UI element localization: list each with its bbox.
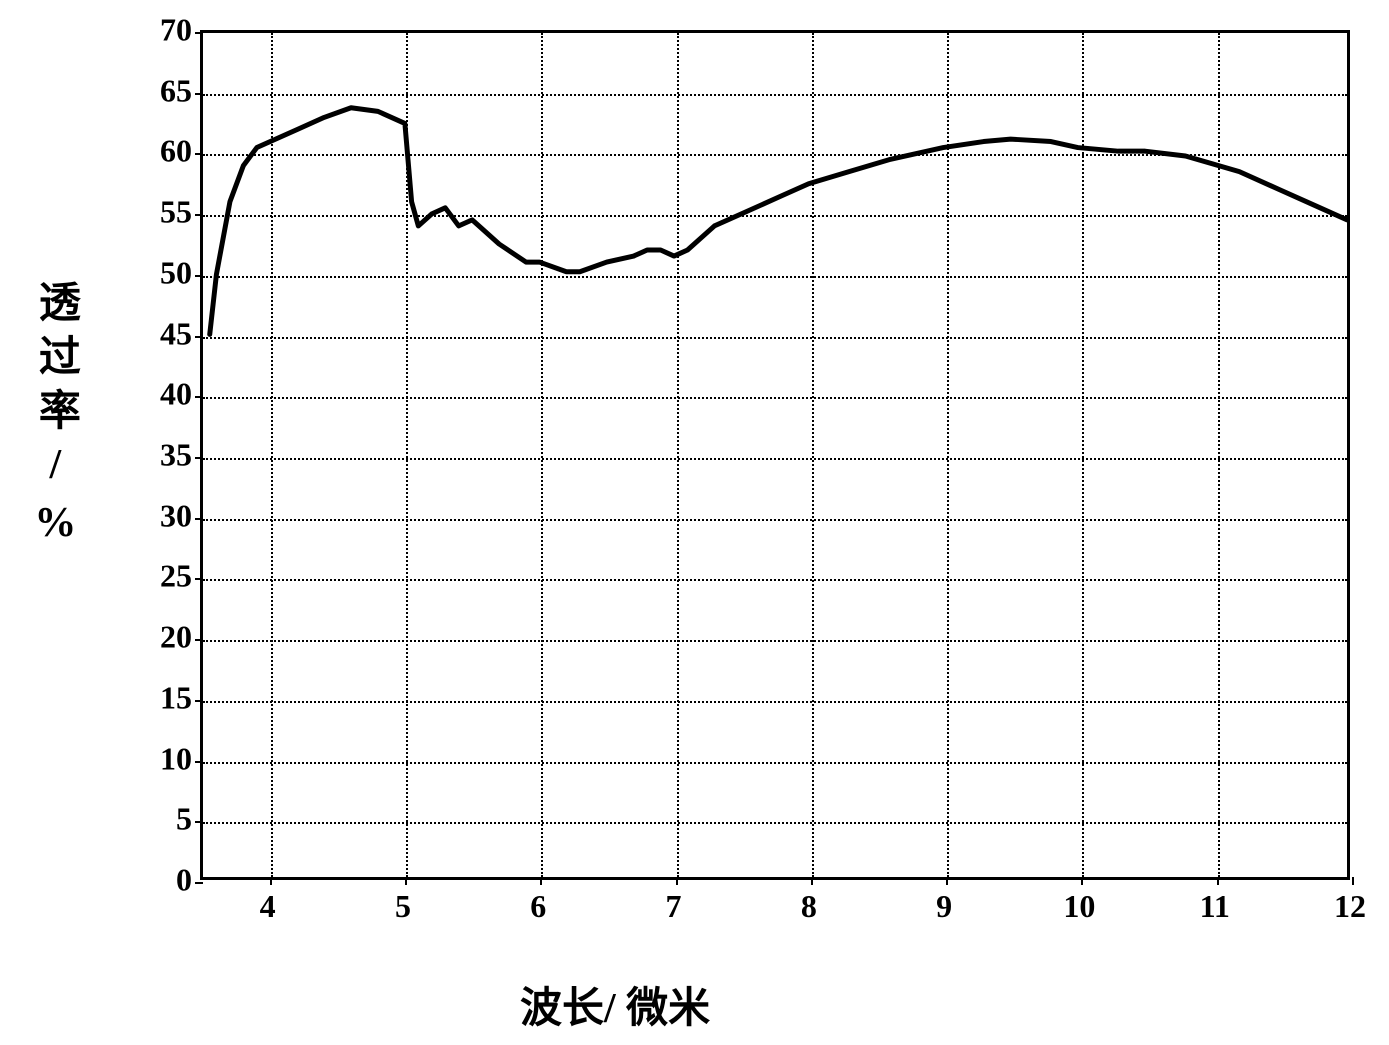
y-tick-mark (195, 700, 203, 702)
grid-line-h (203, 579, 1347, 581)
grid-line-h (203, 397, 1347, 399)
grid-line-h (203, 458, 1347, 460)
y-tick-mark (195, 214, 203, 216)
y-tick-label: 55 (142, 194, 192, 231)
x-tick-label: 8 (779, 888, 839, 925)
y-tick-mark (195, 882, 203, 884)
y-tick-label: 65 (142, 72, 192, 109)
y-tick-mark (195, 761, 203, 763)
y-tick-label: 5 (142, 801, 192, 838)
grid-line-h (203, 215, 1347, 217)
data-line-svg (203, 33, 1347, 877)
x-tick-label: 9 (914, 888, 974, 925)
y-tick-label: 10 (142, 740, 192, 777)
y-tick-label: 30 (142, 497, 192, 534)
y-tick-mark (195, 93, 203, 95)
grid-line-h (203, 94, 1347, 96)
x-tick-mark (1081, 877, 1083, 885)
y-tick-label: 45 (142, 315, 192, 352)
grid-line-h (203, 822, 1347, 824)
x-tick-label: 10 (1049, 888, 1109, 925)
x-tick-mark (676, 877, 678, 885)
grid-line-v (812, 33, 814, 877)
y-tick-mark (195, 457, 203, 459)
y-tick-mark (195, 396, 203, 398)
data-polyline (210, 108, 1347, 335)
x-tick-mark (1352, 877, 1354, 885)
y-tick-label: 0 (142, 862, 192, 899)
grid-line-h (203, 519, 1347, 521)
x-tick-mark (540, 877, 542, 885)
grid-line-h (203, 640, 1347, 642)
y-tick-mark (195, 518, 203, 520)
grid-line-v (271, 33, 273, 877)
grid-line-v (1082, 33, 1084, 877)
grid-line-h (203, 701, 1347, 703)
x-tick-label: 11 (1185, 888, 1245, 925)
x-tick-mark (1217, 877, 1219, 885)
grid-line-h (203, 276, 1347, 278)
y-tick-label: 50 (142, 254, 192, 291)
x-tick-mark (811, 877, 813, 885)
grid-line-v (541, 33, 543, 877)
y-tick-mark (195, 639, 203, 641)
y-tick-mark (195, 578, 203, 580)
y-tick-mark (195, 275, 203, 277)
grid-line-h (203, 337, 1347, 339)
x-tick-label: 5 (373, 888, 433, 925)
y-tick-label: 60 (142, 133, 192, 170)
x-tick-mark (270, 877, 272, 885)
y-tick-mark (195, 153, 203, 155)
y-tick-mark (195, 32, 203, 34)
x-tick-mark (405, 877, 407, 885)
y-tick-label: 40 (142, 376, 192, 413)
grid-line-v (677, 33, 679, 877)
y-tick-label: 25 (142, 558, 192, 595)
grid-line-h (203, 762, 1347, 764)
grid-line-v (947, 33, 949, 877)
y-tick-label: 70 (142, 12, 192, 49)
y-tick-label: 20 (142, 619, 192, 656)
x-tick-label: 6 (508, 888, 568, 925)
y-tick-mark (195, 821, 203, 823)
y-axis-label: 透过率/% (30, 280, 80, 558)
y-tick-mark (195, 336, 203, 338)
x-tick-mark (946, 877, 948, 885)
plot-area (200, 30, 1350, 880)
grid-line-v (1218, 33, 1220, 877)
x-tick-label: 7 (644, 888, 704, 925)
x-tick-label: 12 (1320, 888, 1380, 925)
grid-line-v (406, 33, 408, 877)
grid-line-h (203, 154, 1347, 156)
x-tick-label: 4 (238, 888, 298, 925)
chart-container: 0510152025303540455055606570456789101112 (130, 30, 1350, 950)
y-tick-label: 15 (142, 679, 192, 716)
y-tick-label: 35 (142, 437, 192, 474)
x-axis-label: 波长/ 微米 (520, 974, 710, 1035)
